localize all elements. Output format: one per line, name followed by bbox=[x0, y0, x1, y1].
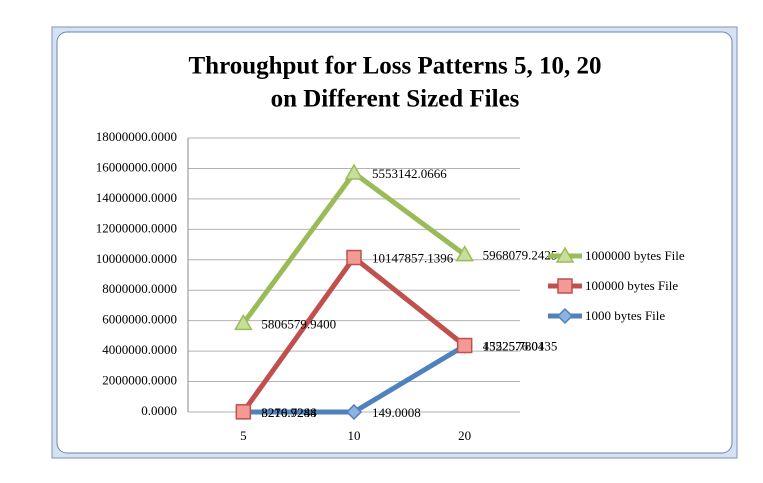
data-label: 3210.9244 bbox=[261, 405, 317, 420]
legend-marker bbox=[556, 307, 574, 325]
y-tick-label: 10000000.0000 bbox=[96, 251, 177, 266]
data-label: 15225.7804 bbox=[483, 338, 545, 353]
data-point bbox=[346, 249, 362, 266]
data-label: 5806579.9400 bbox=[261, 316, 336, 331]
data-point bbox=[345, 403, 363, 421]
data-point bbox=[344, 163, 364, 180]
legend-marker bbox=[557, 278, 573, 294]
data-label: 10147857.1396 bbox=[372, 251, 454, 266]
data-point bbox=[234, 313, 253, 331]
data-label: 149.0008 bbox=[372, 405, 421, 420]
y-tick-label: 4000000.0000 bbox=[102, 342, 177, 357]
data-label: 8276.7288 bbox=[261, 405, 316, 420]
y-tick-label: 14000000.0000 bbox=[96, 190, 177, 205]
legend-marker bbox=[555, 246, 575, 263]
y-tick-label: 18000000.0000 bbox=[96, 129, 177, 144]
data-label: 5553142.0666 bbox=[372, 166, 447, 181]
legend-label: 1000 bytes File bbox=[585, 308, 665, 323]
x-tick-label: 10 bbox=[348, 428, 361, 443]
data-point bbox=[235, 404, 252, 420]
y-tick-label: 2000000.0000 bbox=[102, 373, 177, 388]
legend-label: 1000000 bytes File bbox=[585, 248, 685, 263]
x-tick-label: 5 bbox=[240, 428, 247, 443]
legend-label: 100000 bytes File bbox=[585, 278, 678, 293]
data-label: 4352576.0135 bbox=[483, 339, 558, 354]
frame bbox=[56, 31, 733, 454]
data-point bbox=[455, 245, 474, 262]
chart-title: on Different Sized Files bbox=[271, 86, 520, 113]
y-tick-label: 8000000.0000 bbox=[102, 281, 177, 296]
y-tick-label: 12000000.0000 bbox=[96, 220, 177, 235]
y-tick-label: 0.0000 bbox=[141, 403, 177, 418]
x-tick-label: 20 bbox=[458, 428, 471, 443]
data-point bbox=[456, 337, 473, 354]
data-label: 5968079.2425 bbox=[483, 248, 558, 263]
chart-title: Throughput for Loss Patterns 5, 10, 20 bbox=[188, 53, 601, 80]
y-tick-label: 16000000.0000 bbox=[96, 159, 177, 174]
y-tick-label: 6000000.0000 bbox=[102, 312, 177, 327]
